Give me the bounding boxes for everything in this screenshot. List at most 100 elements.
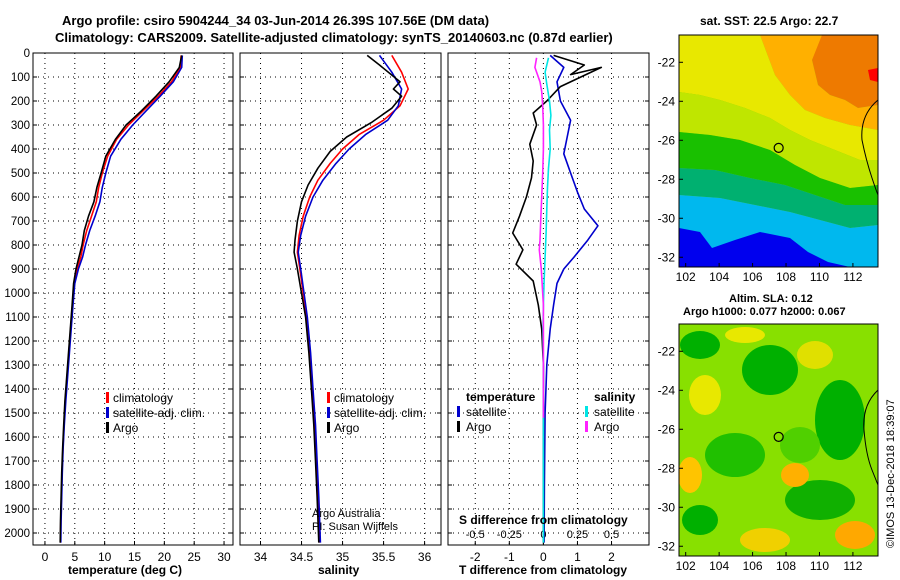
depth-tick-label: 200 xyxy=(11,96,30,108)
sst-warm-orange xyxy=(812,35,878,108)
panel-frame xyxy=(32,52,234,546)
map-x-tick-label: 102 xyxy=(676,559,696,573)
series-satellite-adj-clim xyxy=(297,54,403,543)
sla-high-7 xyxy=(835,521,875,549)
depth-tick-label: 1900 xyxy=(4,504,30,516)
legend-heading-salinity: salinity xyxy=(594,390,636,404)
series-climatology xyxy=(296,54,410,543)
legend-label-t-argo: Argo xyxy=(466,420,492,434)
x-tick-label: 0 xyxy=(540,550,547,564)
depth-tick-label: 500 xyxy=(11,168,30,180)
legend-label-climatology: climatology xyxy=(334,391,394,405)
sst-yellow-band xyxy=(679,35,878,160)
series-s-argo xyxy=(534,57,545,418)
difference-legend: temperature satellite Argo salinity sate… xyxy=(457,390,636,527)
sla-high-5 xyxy=(679,457,702,493)
map-y-tick-label: -32 xyxy=(658,250,676,264)
x-tick-label: -1 xyxy=(504,550,515,564)
x-tick-label: -2 xyxy=(470,550,481,564)
sst-hot-spot xyxy=(868,68,878,82)
temperature-axis-label: temperature (deg C) xyxy=(68,563,182,577)
legend-swatch-climatology xyxy=(327,392,330,403)
x-tick-label: 36 xyxy=(418,550,432,564)
legend-swatch-satellite xyxy=(327,407,330,418)
depth-tick-label: 0 xyxy=(24,48,30,60)
salinity-legend: climatology satellite-adj. clim. Argo Ar… xyxy=(312,391,426,533)
legend-swatch-s-satellite xyxy=(585,406,588,417)
sst-map-axes: 102 104 106 108 110 112 -22 -24 -26 -28 -30 -32 xyxy=(658,55,863,284)
map-x-tick-label: 108 xyxy=(776,270,796,284)
sla-low-7 xyxy=(780,427,820,463)
sla-low-3 xyxy=(815,380,865,460)
temperature-panel: 0 5 10 15 20 25 30 xyxy=(32,52,234,564)
temperature-legend: climatology satellite-adj. clim. Argo xyxy=(106,391,205,435)
s-diff-tick-label: -0.25 xyxy=(497,529,522,541)
sst-map-title: sat. SST: 22.5 Argo: 22.7 xyxy=(700,14,839,28)
depth-tick-label: 900 xyxy=(11,264,30,276)
x-tick-label: 20 xyxy=(158,550,172,564)
depth-tick-label: 1200 xyxy=(4,336,30,348)
sla-low-6 xyxy=(682,505,718,535)
x-tick-label: 0 xyxy=(42,550,49,564)
difference-panel: -2 -1 0 1 2-0.5 -0.25 0 0.25 0.5 xyxy=(447,52,650,564)
map-x-tick-label: 104 xyxy=(709,559,729,573)
argo-location-marker xyxy=(773,431,784,442)
sla-high-1 xyxy=(725,327,765,343)
sst-map-frame xyxy=(678,34,879,268)
sst-map: sat. SST: 22.5 Argo: 22.7 102 104 106 108 11… xyxy=(658,14,879,284)
panel-frame xyxy=(447,52,650,546)
depth-tick-label: 800 xyxy=(11,240,30,252)
map-x-tick-label: 102 xyxy=(676,270,696,284)
map-x-tick-label: 104 xyxy=(709,270,729,284)
x-tick-label: 35 xyxy=(336,550,350,564)
series-t-satellite xyxy=(543,54,599,543)
depth-tick-label: 400 xyxy=(11,144,30,156)
s-diff-tick-label: 0.5 xyxy=(604,529,619,541)
map-y-tick-label: -28 xyxy=(658,461,676,475)
series-argo xyxy=(293,54,403,543)
sla-low-4 xyxy=(705,433,765,477)
map-y-tick-label: -30 xyxy=(658,500,676,514)
sla-map-axes: 102 104 106 108 110 112 -22 -24 -26 -28 -30 -32 xyxy=(658,344,863,573)
map-y-tick-label: -28 xyxy=(658,172,676,186)
legend-swatch-s-argo xyxy=(585,421,588,432)
legend-label-s-argo: Argo xyxy=(594,420,620,434)
sst-warm-amber xyxy=(760,35,878,130)
map-x-tick-label: 106 xyxy=(743,559,763,573)
coastline xyxy=(863,389,878,486)
legend-swatch-argo xyxy=(327,422,330,433)
legend-label-satellite: satellite-adj. clim. xyxy=(113,406,205,420)
credit-text: ©IMOS 13-Dec-2018 18:39:07 xyxy=(885,399,897,548)
s-difference-axis-label: S difference from climatology xyxy=(459,513,628,527)
map-y-tick-label: -26 xyxy=(658,133,676,147)
legend-label-s-satellite: satellite xyxy=(594,405,635,419)
map-x-tick-label: 106 xyxy=(743,270,763,284)
depth-tick-label: 700 xyxy=(11,216,30,228)
depth-tick-label: 1800 xyxy=(4,480,30,492)
s-diff-tick-label: -0.5 xyxy=(466,529,485,541)
legend-label-argo: Argo xyxy=(334,421,360,435)
x-tick-label: 34.5 xyxy=(290,550,314,564)
map-x-tick-label: 110 xyxy=(810,559,829,573)
legend-swatch-argo xyxy=(106,422,109,433)
depth-axis: 0 100 200 300 400 500 600 700 800 900 1000 1100 1200… xyxy=(4,48,30,540)
legend-swatch-satellite xyxy=(106,407,109,418)
legend-swatch-climatology xyxy=(106,392,109,403)
map-y-tick-label: -24 xyxy=(658,94,676,108)
sst-cold-blue xyxy=(679,228,850,267)
depth-tick-label: 1300 xyxy=(4,360,30,372)
legend-label-satellite: satellite-adj. clim. xyxy=(334,406,426,420)
salinity-axis-label: salinity xyxy=(318,563,360,577)
sla-map: Altim. SLA: 0.12 Argo h1000: 0.077 h2000… xyxy=(658,293,879,573)
header-line-1: Argo profile: csiro 5904244_34 03-Jun-20… xyxy=(62,13,489,28)
depth-tick-label: 300 xyxy=(11,120,30,132)
t-difference-axis-label: T difference from climatology xyxy=(459,563,627,577)
map-y-tick-label: -26 xyxy=(658,422,676,436)
depth-tick-label: 1500 xyxy=(4,408,30,420)
x-tick-label: 35.5 xyxy=(372,550,396,564)
sla-low-1 xyxy=(680,331,720,359)
coastline xyxy=(861,99,878,196)
annotation-argo-australia: Argo Australia xyxy=(312,508,381,520)
sla-field xyxy=(679,324,878,556)
